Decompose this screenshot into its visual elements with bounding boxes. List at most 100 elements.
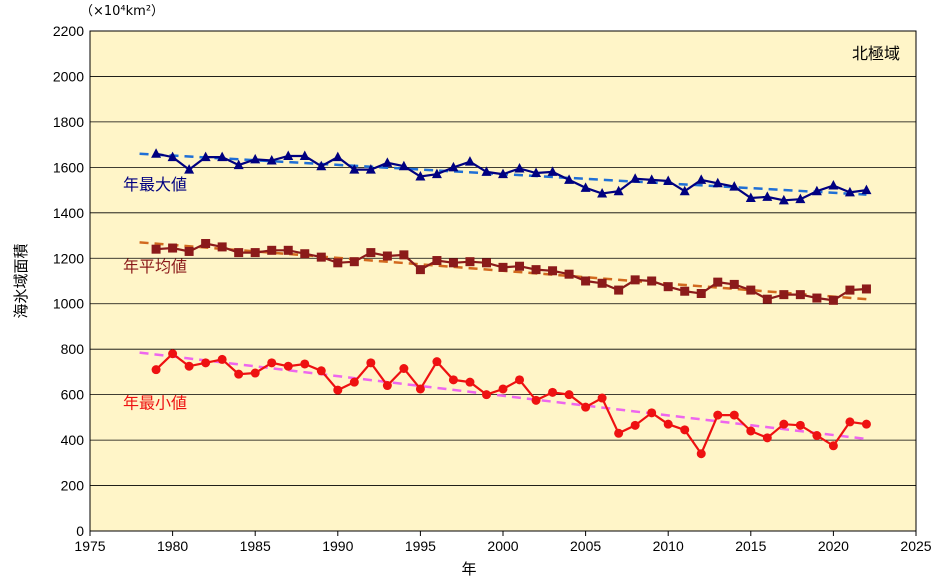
- data-point: [564, 269, 574, 279]
- unit-label: （×10⁴km²）: [80, 4, 164, 19]
- data-point: [713, 277, 723, 287]
- data-point: [432, 357, 442, 367]
- data-point: [333, 258, 343, 268]
- data-point: [382, 251, 392, 261]
- data-point: [382, 157, 393, 167]
- trend-line: [139, 351, 867, 441]
- data-point: [547, 166, 558, 176]
- data-point: [663, 282, 673, 292]
- data-point: [283, 361, 293, 371]
- data-point: [415, 384, 425, 394]
- data-point: [399, 250, 409, 260]
- data-point: [464, 156, 475, 166]
- data-point: [151, 148, 162, 158]
- data-point: [680, 286, 690, 296]
- data-point: [514, 163, 525, 173]
- data-point: [597, 393, 607, 403]
- data-point: [597, 278, 607, 288]
- data-point: [614, 428, 624, 438]
- data-point: [349, 377, 359, 387]
- data-point: [217, 242, 227, 252]
- data-point: [398, 160, 409, 171]
- data-point: [646, 174, 657, 184]
- data-point: [399, 364, 409, 373]
- data-point: [184, 246, 194, 256]
- data-point: [465, 257, 475, 267]
- data-point: [663, 175, 674, 185]
- x-tick-label: 2005: [570, 538, 601, 554]
- data-point: [828, 180, 839, 190]
- data-point: [365, 164, 376, 174]
- y-tick-label: 2200: [53, 23, 84, 39]
- data-point: [531, 265, 541, 275]
- data-point: [762, 294, 772, 304]
- y-axis-label: 海氷域面積: [12, 243, 30, 318]
- data-point: [382, 381, 392, 391]
- data-point: [564, 390, 574, 400]
- data-point: [531, 395, 541, 405]
- data-point: [762, 191, 773, 201]
- data-point: [332, 151, 343, 162]
- data-point: [845, 417, 855, 427]
- data-point: [283, 245, 293, 255]
- data-point: [151, 365, 161, 375]
- data-point: [515, 375, 525, 385]
- data-point: [300, 249, 310, 259]
- data-point: [597, 188, 608, 198]
- gridlines: [90, 76, 916, 486]
- x-tick-label: 1980: [157, 538, 188, 554]
- data-point: [812, 293, 822, 303]
- data-point: [581, 402, 591, 412]
- data-point: [168, 243, 178, 253]
- data-point: [680, 425, 690, 435]
- data-point: [613, 185, 624, 196]
- data-point: [729, 410, 739, 420]
- x-tick-label: 2010: [653, 538, 684, 554]
- region-label: 北極域: [852, 44, 900, 63]
- y-tick-label: 600: [61, 387, 85, 403]
- data-point: [366, 358, 376, 368]
- x-tick-label: 1995: [405, 538, 436, 554]
- data-point: [696, 449, 706, 459]
- data-point: [184, 164, 195, 174]
- axes: 0 200 400 600 800 1000 1200 1400 1600 1800 2000 220…: [53, 23, 932, 554]
- data-point: [234, 369, 244, 379]
- data-point: [713, 410, 723, 420]
- data-point: [431, 168, 442, 179]
- data-point: [299, 150, 310, 160]
- data-point: [712, 177, 723, 188]
- data-point: [580, 182, 591, 192]
- data-point: [465, 377, 475, 387]
- data-point: [696, 174, 707, 184]
- data-point: [217, 354, 227, 364]
- x-tick-label: 2000: [487, 538, 518, 554]
- data-point: [811, 185, 822, 196]
- data-point: [663, 419, 673, 429]
- y-tick-label: 1400: [53, 205, 84, 221]
- series-label: 年最大値: [123, 175, 187, 194]
- data-point: [795, 193, 806, 204]
- data-point: [630, 173, 641, 183]
- x-tick-label: 1990: [322, 538, 353, 554]
- data-point: [779, 419, 789, 429]
- x-axis-label: 年: [461, 560, 476, 578]
- data-point: [316, 160, 327, 171]
- y-tick-label: 200: [61, 478, 85, 494]
- data-point: [828, 295, 838, 305]
- data-point: [828, 441, 838, 451]
- data-point: [679, 185, 690, 196]
- y-tick-label: 1000: [53, 296, 84, 312]
- data-point: [795, 290, 805, 300]
- data-point: [515, 261, 525, 271]
- data-point: [745, 192, 756, 203]
- data-point: [316, 252, 326, 262]
- series-label: 年平均値: [123, 257, 187, 276]
- data-point: [432, 256, 442, 266]
- data-point: [283, 150, 294, 160]
- data-series: [151, 148, 872, 459]
- data-point: [267, 358, 277, 368]
- data-point: [481, 390, 491, 400]
- x-tick-label: 1975: [74, 538, 105, 554]
